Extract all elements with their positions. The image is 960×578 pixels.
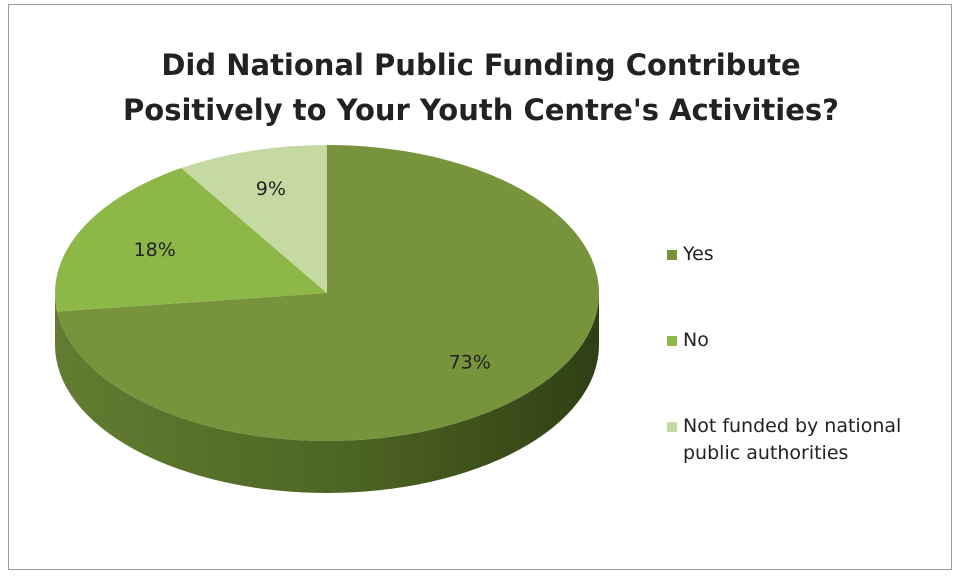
legend-label-not-funded: Not funded by national public authorities [683,413,901,467]
chart-area: Did National Public Funding Contribute P… [8,4,952,570]
chart-title-line-1: Did National Public Funding Contribute [161,48,801,82]
pie-side-wall [55,293,599,493]
chart-title: Did National Public Funding Contribute P… [9,43,953,133]
legend-label-line: Not funded by national [683,415,902,437]
pie-chart: 73% 18% 9% [54,145,600,493]
legend-label-no: No [683,327,709,354]
legend-label-line: public authorities [683,442,849,464]
slice-label-no: 18% [134,239,176,261]
legend-swatch-no [667,336,677,346]
legend-label-line: No [683,329,709,351]
slice-label-not-funded: 9% [256,178,286,200]
legend-swatch-not-funded [667,422,677,432]
legend-item-yes: Yes [667,241,947,268]
pie-slice-yes [57,145,600,441]
legend-swatch-yes [667,250,677,260]
chart-title-line-2: Positively to Your Youth Centre's Activi… [123,93,839,127]
legend-label-yes: Yes [683,241,714,268]
pie-slice-no [54,168,327,312]
legend-item-no: No [667,327,947,354]
legend-item-not-funded: Not funded by national public authorities [667,413,947,467]
slice-label-yes: 73% [449,352,491,374]
pie-slice-not-funded [181,145,327,293]
legend-label-line: Yes [683,243,714,265]
